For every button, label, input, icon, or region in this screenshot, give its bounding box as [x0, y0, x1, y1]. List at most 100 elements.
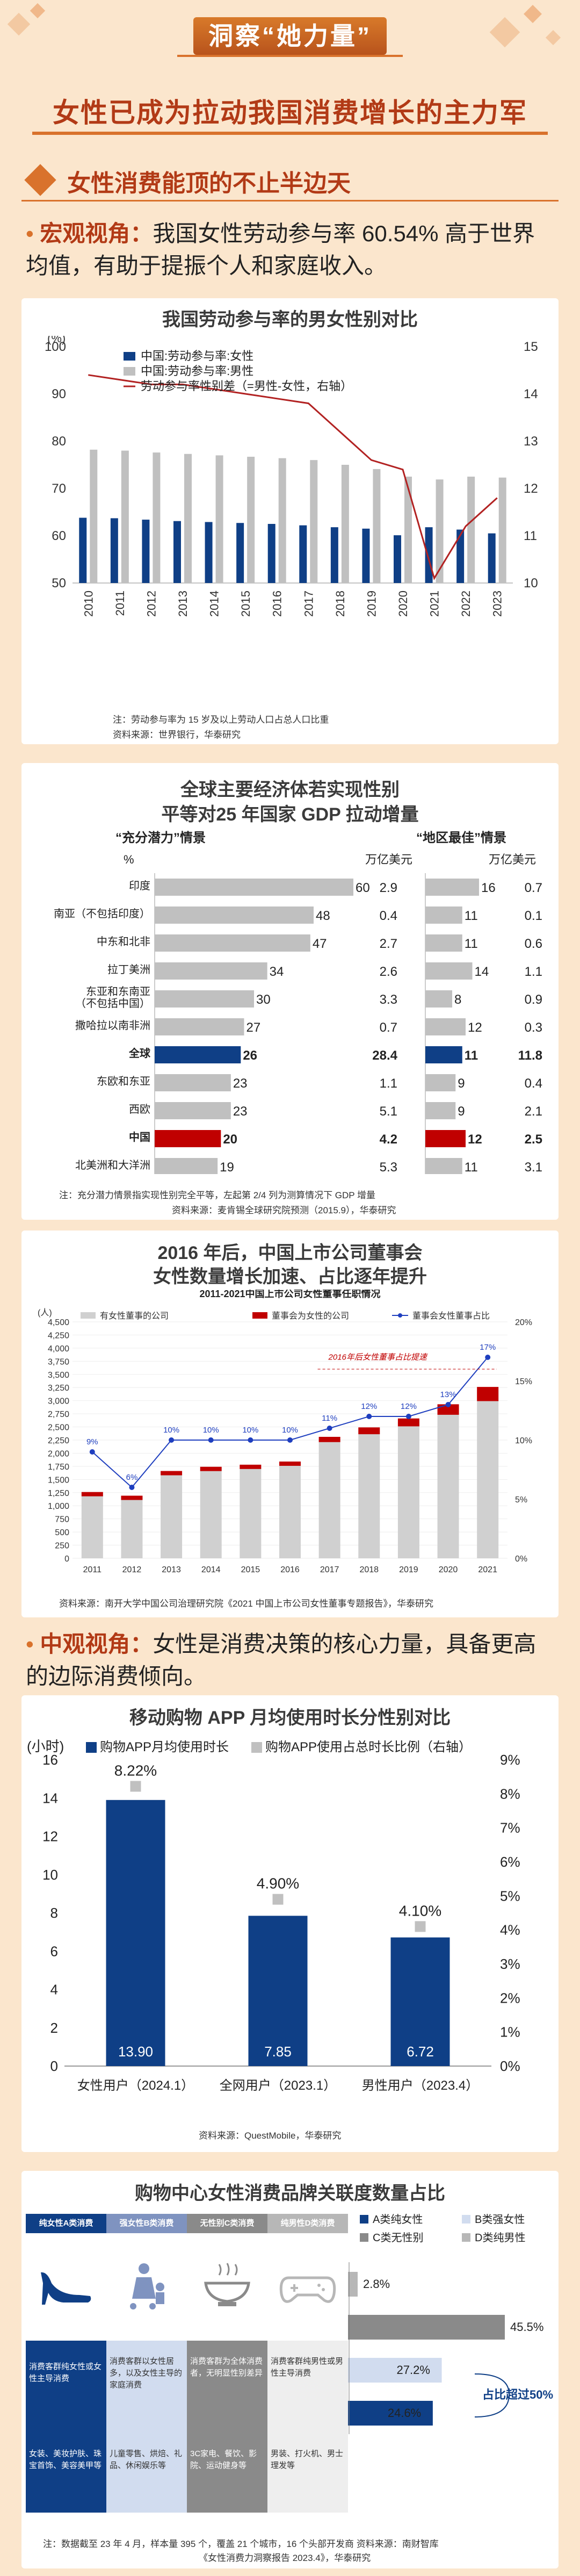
callout-label: 占比超过50%	[482, 2388, 553, 2401]
bar-value-label: 13.90	[118, 2043, 153, 2060]
legend-swatch	[462, 2215, 470, 2224]
y-tick-label: 60	[52, 529, 66, 543]
y2-tick-label: 2%	[500, 1990, 520, 2006]
share-label: 10%	[163, 1426, 179, 1435]
bar-value-label: 7.85	[264, 2043, 292, 2060]
share-label: 8.22%	[114, 1762, 157, 1779]
chart4-source: 资料来源：QuestMobile，华泰研究	[199, 2131, 342, 2141]
gdp-value-label: 1.1	[380, 1076, 397, 1091]
category-label: 东亚和东南亚	[86, 985, 150, 998]
x-tick-label: 2020	[439, 1565, 458, 1574]
gdp-value-label: 28.4	[372, 1048, 397, 1063]
bar-best-in-region	[425, 934, 462, 952]
gdp-value-label: 1.1	[525, 965, 542, 979]
bar-female	[330, 527, 338, 583]
bar-female-chair	[318, 1437, 340, 1442]
legend-swatch	[251, 1742, 262, 1753]
high-heel-icon	[26, 2262, 106, 2313]
share-line	[92, 1357, 488, 1488]
chart3-source: 资料来源：南开大学中国公司治理研究院《2021 中国上市公司女性董事专题报告》，…	[59, 1599, 434, 1609]
bar-male	[153, 452, 161, 583]
x-tick-label: 2023	[491, 591, 504, 617]
share-label: 6%	[126, 1473, 138, 1482]
bar-companies-with-female-director	[358, 1430, 380, 1558]
legend-swatch	[360, 2215, 368, 2224]
col-head: “充分潜力”情景	[115, 830, 206, 845]
bar-best-in-region	[425, 1074, 456, 1091]
gdp-value-label: 0.6	[525, 937, 542, 951]
x-tick-label: 2013	[162, 1565, 181, 1574]
bar-female-chair	[121, 1495, 143, 1500]
bar-best-in-region	[425, 1018, 466, 1035]
x-tick-label: 女性用户（2024.1）	[77, 2078, 194, 2093]
bar-male	[498, 477, 506, 583]
share-marker	[272, 1894, 284, 1905]
category-label: 全球	[128, 1047, 151, 1060]
bar-full-potential	[155, 934, 310, 952]
legend-marker	[398, 1313, 402, 1318]
bar-male	[247, 457, 255, 583]
bar-full-potential	[155, 906, 314, 924]
y2-tick-label: 14	[524, 387, 538, 401]
callout-bracket	[474, 2373, 510, 2417]
icon-row	[26, 2233, 348, 2341]
gdp-value-label: 4.2	[380, 1132, 397, 1147]
category-label: 中国	[129, 1131, 150, 1143]
chart5-note: 注：数据截至 23 年 4 月，样本量 395 个，覆盖 21 个城市，16 个…	[43, 2539, 439, 2549]
bar-companies-with-female-director	[279, 1464, 301, 1558]
y2-tick-label: 5%	[500, 1888, 520, 1904]
bar-value-label: 11	[465, 1048, 478, 1063]
bar-best-in-region	[425, 1046, 462, 1063]
legend-swatch	[81, 1312, 96, 1319]
y-tick-label: 1,500	[48, 1476, 69, 1485]
chart4-title: 移动购物 APP 月均使用时长分性别对比	[129, 1708, 451, 1728]
page-subtitle: 女性已成为拉动我国消费增长的主力军	[53, 98, 527, 128]
legend-swatch-male	[124, 367, 135, 376]
bullet-key: 中观视角：	[40, 1631, 153, 1657]
share-label: 17%	[480, 1343, 496, 1352]
y-tick-label: 3,750	[48, 1357, 69, 1366]
gdp-value-label: 0.7	[380, 1020, 397, 1035]
mother-child-icon	[106, 2259, 187, 2315]
bar-value-label: 27.2%	[397, 2363, 430, 2377]
share-label: 10%	[242, 1426, 258, 1435]
chart3-svg: 2011-2021中国上市公司女性董事任职情况 (人) 0 250 500 750 1,00…	[38, 1290, 532, 1574]
x-tick-label: 2011	[113, 591, 127, 616]
bar-companies-with-female-director	[240, 1467, 262, 1558]
table-cell: 消费客群纯女性或女性主导消费	[26, 2341, 106, 2432]
page-banner: 洞察“她力量”	[193, 17, 387, 55]
share-label: 12%	[361, 1402, 377, 1411]
bar-female	[236, 523, 244, 583]
bar-female	[299, 525, 307, 583]
bar-best-in-region	[425, 1130, 466, 1147]
bar-companies-with-female-director	[200, 1470, 222, 1558]
y-tick-label: 1,750	[48, 1463, 69, 1472]
gender-gap-line	[88, 374, 498, 580]
bar-female-chair	[477, 1387, 499, 1401]
bar-value-label: 8	[454, 992, 461, 1007]
bar-male	[215, 455, 223, 583]
category-bar	[348, 2315, 505, 2340]
x-tick-label: 2011	[83, 1565, 102, 1574]
category-label: 拉丁美洲	[107, 963, 150, 976]
bar-companies-with-female-director	[81, 1495, 103, 1558]
category-label: 南亚（不包括印度）	[54, 908, 150, 920]
bar-companies-with-female-director	[397, 1421, 419, 1558]
bar-best-in-region	[425, 1102, 456, 1119]
y-axis-unit: (小时)	[27, 1738, 64, 1754]
y-tick-label: 2,750	[48, 1410, 69, 1419]
gdp-value-label: 0.1	[525, 909, 542, 923]
y-tick-label: 4,500	[48, 1318, 69, 1327]
share-label: 9%	[86, 1437, 98, 1447]
chart1-note: 注：劳动参与率为 15 岁及以上劳动人口占总人口比重	[113, 715, 329, 725]
chart2-title-2: 平等对25 年国家 GDP 拉动增量	[161, 804, 419, 825]
legend-swatch-female	[124, 352, 135, 361]
x-tick-label: 2015	[239, 591, 252, 617]
chart1-svg: (%) 50 60 70 80 90 100 10 11 12 13 14 15 2010 2011 2012…	[45, 336, 538, 617]
bar-female	[142, 520, 150, 583]
bar-companies-with-female-director	[121, 1499, 143, 1558]
bar-female-chair	[240, 1464, 262, 1469]
x-tick-label: 2013	[176, 591, 190, 617]
y-tick-label: 2	[50, 2020, 58, 2036]
bar-value-label: 11	[465, 937, 478, 951]
